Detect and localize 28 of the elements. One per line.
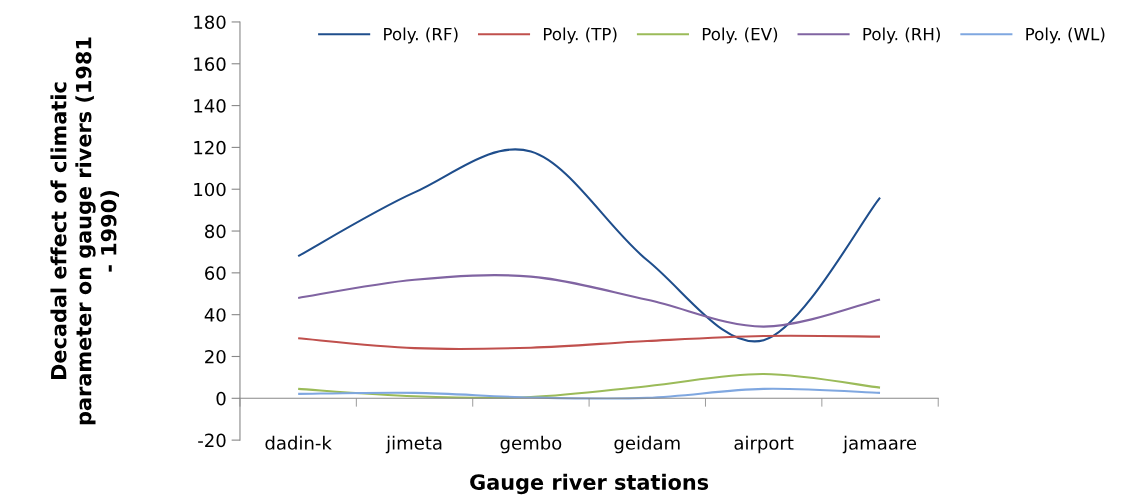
y-tick-label: 80 — [205, 224, 226, 239]
x-tick-label: jimeta — [385, 435, 442, 454]
x-tick-label: dadin-k — [265, 435, 332, 450]
y-tick-label: 180 — [194, 15, 226, 30]
y-tick-label: 20 — [205, 349, 226, 364]
y-tick-label: 0 — [216, 391, 226, 406]
y-tick-label: 40 — [204, 308, 226, 322]
y-tick-label: 100 — [194, 182, 226, 197]
y-tick-label: 60 — [205, 266, 226, 280]
y-tick-label: -20 — [198, 433, 226, 448]
x-axis-title: Gauge river stations — [470, 473, 709, 495]
x-tick-label: gembo — [500, 435, 562, 454]
x-tick-label: airport — [734, 435, 794, 454]
y-tick-label: 140 — [194, 99, 226, 113]
x-tick-label: geidam — [614, 435, 680, 454]
legend-label: Poly. (WL) — [1026, 27, 1105, 44]
legend-label: Poly. (RF) — [384, 27, 458, 44]
legend-label: Poly. (TP) — [543, 27, 617, 44]
x-tick-label: jamaare — [842, 435, 917, 454]
legend-label: Poly. (RH) — [863, 27, 940, 44]
y-tick-label: 120 — [194, 140, 226, 155]
legend-label: Poly. (EV) — [702, 27, 778, 44]
y-axis-title: Decadal effect of climatic parameter on gauge rivers (1981 - 1990) — [50, 37, 119, 425]
line-series — [297, 274, 882, 328]
line-series — [297, 387, 882, 400]
line-series — [297, 334, 882, 351]
y-tick-label: 160 — [194, 57, 226, 71]
line-series — [297, 373, 882, 399]
